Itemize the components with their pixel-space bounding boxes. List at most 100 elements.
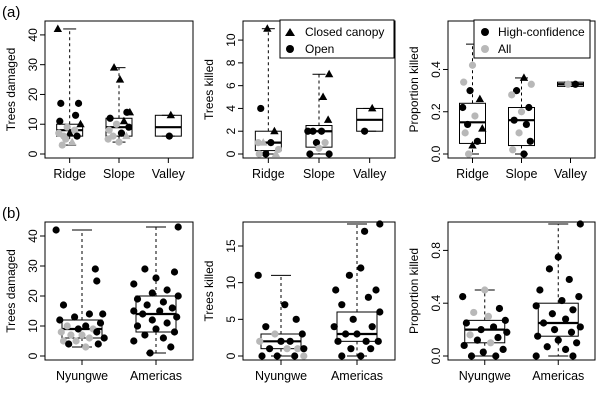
data-point-circle bbox=[315, 144, 323, 152]
box-valley bbox=[356, 107, 384, 132]
data-point-circle bbox=[174, 223, 182, 231]
data-point-circle bbox=[256, 337, 264, 345]
data-point-circle bbox=[489, 323, 498, 331]
data-point-circle bbox=[569, 306, 577, 314]
chart-a3-proportion-killed: 0.0 0.2 0.4 Proportion killed Ridge Slope Vall… bbox=[407, 20, 596, 181]
x-tick-label: Americas bbox=[331, 369, 383, 383]
y-tick-label: 30 bbox=[26, 58, 40, 72]
panel-label-a: (a) bbox=[2, 4, 20, 21]
data-point-circle bbox=[152, 274, 160, 282]
data-point-circle bbox=[85, 334, 93, 342]
y-tick-label: 10 bbox=[26, 117, 40, 131]
data-point-circle bbox=[338, 352, 346, 360]
data-point-triangle bbox=[76, 119, 85, 128]
x-tick-label: Slope bbox=[103, 167, 135, 181]
data-point-triangle bbox=[478, 124, 487, 132]
data-point-circle bbox=[262, 150, 270, 158]
data-point-circle bbox=[460, 341, 468, 350]
data-point-circle bbox=[464, 120, 472, 129]
legend-canopy: Closed canopy Open bbox=[279, 19, 395, 59]
y-tick-label: 5 bbox=[224, 316, 238, 323]
y-tick-label: 0 bbox=[26, 352, 40, 359]
data-point-circle bbox=[82, 343, 90, 351]
data-point-circle bbox=[267, 139, 275, 147]
legend-black-marker bbox=[481, 28, 489, 36]
data-point-circle bbox=[492, 352, 500, 360]
data-point-triangle bbox=[67, 137, 77, 146]
chart-b3-proportion-killed: 0.0 0.4 0.8 Proportion killed Nyungwe America… bbox=[407, 220, 596, 383]
data-point-circle bbox=[100, 334, 108, 342]
data-point-circle bbox=[536, 286, 544, 294]
data-point-circle bbox=[286, 337, 294, 345]
data-point-circle bbox=[473, 137, 481, 145]
data-point-circle bbox=[292, 315, 300, 323]
box-iqr bbox=[508, 107, 535, 147]
data-point-circle bbox=[271, 330, 279, 338]
y-tick-label: 6 bbox=[224, 82, 238, 89]
data-point-circle bbox=[74, 325, 82, 333]
y-tick-label: 0 bbox=[26, 150, 40, 157]
data-point-circle bbox=[338, 301, 346, 309]
data-point-circle bbox=[159, 298, 167, 306]
data-point-circle bbox=[459, 103, 467, 112]
data-point-circle bbox=[481, 286, 489, 294]
data-point-circle bbox=[104, 135, 112, 143]
data-point-circle bbox=[484, 312, 493, 320]
y-axis-label: Trees killed bbox=[202, 59, 216, 120]
x-tick-label: Valley bbox=[554, 167, 588, 181]
data-point-triangle bbox=[271, 149, 281, 157]
y-tick-label: 4 bbox=[224, 105, 238, 112]
data-point-circle bbox=[159, 334, 167, 342]
data-point-circle bbox=[513, 87, 521, 95]
data-point-triangle bbox=[166, 110, 175, 119]
y-tick-label: 0.0 bbox=[429, 145, 443, 162]
data-point-circle bbox=[534, 332, 542, 340]
data-point-triangle bbox=[475, 94, 485, 103]
y-tick-label: 20 bbox=[26, 289, 40, 303]
data-point-circle bbox=[464, 150, 473, 158]
plot-frame bbox=[447, 221, 596, 361]
box-ridge bbox=[254, 28, 282, 155]
data-point-circle bbox=[277, 337, 285, 345]
y-axis-label: Proportion killed bbox=[407, 46, 421, 132]
data-point-circle bbox=[466, 87, 474, 95]
data-point-circle bbox=[255, 150, 263, 158]
y-axis-label: Proportion killed bbox=[407, 248, 421, 334]
x-tick-label: Nyungwe bbox=[255, 369, 307, 383]
data-point-circle bbox=[167, 343, 175, 351]
data-point-circle bbox=[257, 104, 265, 113]
x-tick-label: Ridge bbox=[252, 167, 285, 181]
data-point-circle bbox=[130, 337, 138, 345]
data-point-circle bbox=[353, 330, 361, 338]
data-point-circle bbox=[298, 330, 306, 338]
data-point-circle bbox=[376, 220, 384, 228]
plot-frame bbox=[44, 221, 194, 361]
data-point-circle bbox=[146, 349, 154, 357]
x-tick-label: Americas bbox=[130, 369, 182, 383]
y-tick-label: 40 bbox=[26, 28, 40, 42]
data-point-circle bbox=[254, 271, 262, 279]
data-point-circle bbox=[374, 337, 382, 345]
legend-circle-marker bbox=[286, 45, 294, 53]
legend-high-confidence: High-confidence bbox=[498, 25, 585, 39]
data-point-circle bbox=[495, 304, 504, 313]
data-point-circle bbox=[312, 139, 321, 147]
data-point-circle bbox=[71, 313, 79, 321]
data-point-circle bbox=[545, 265, 554, 273]
data-point-circle bbox=[573, 339, 581, 347]
legend-closed-canopy: Closed canopy bbox=[305, 25, 384, 39]
data-point-circle bbox=[56, 316, 64, 324]
data-point-circle bbox=[73, 132, 81, 140]
data-point-circle bbox=[349, 315, 357, 323]
data-point-circle bbox=[372, 286, 380, 294]
data-point-circle bbox=[510, 116, 518, 124]
chart-b1-trees-damaged: 0 10 20 30 40 Trees damaged Nyungwe Americas bbox=[4, 221, 194, 383]
data-point-circle bbox=[163, 319, 171, 327]
legend-grey-marker bbox=[481, 45, 489, 53]
data-point-circle bbox=[300, 352, 308, 360]
data-point-circle bbox=[509, 146, 517, 154]
data-point-circle bbox=[71, 126, 79, 134]
data-point-circle bbox=[63, 322, 71, 330]
data-point-circle bbox=[72, 337, 80, 345]
